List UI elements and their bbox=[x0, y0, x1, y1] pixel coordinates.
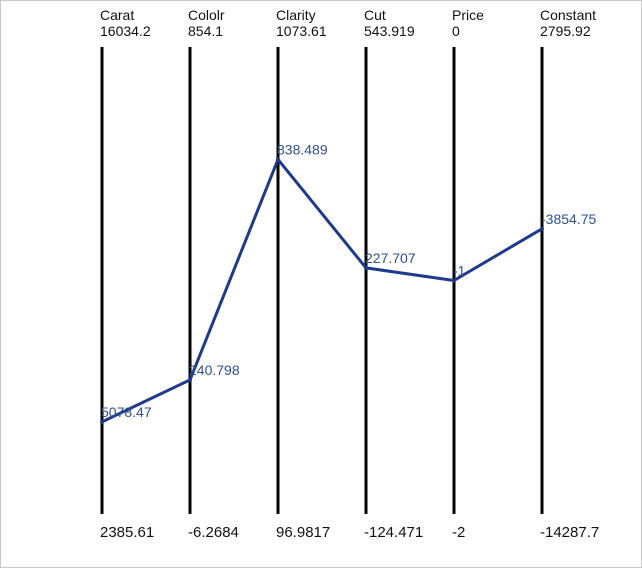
data-point-3 bbox=[364, 265, 368, 270]
data-label-5: -3854.75 bbox=[541, 211, 596, 227]
axis-max-1: 854.1 bbox=[188, 23, 223, 39]
data-point-1 bbox=[188, 377, 192, 382]
axis-min-0: 2385.61 bbox=[100, 524, 154, 541]
axis-max-5: 2795.92 bbox=[540, 23, 591, 39]
axis-min-2: 96.9817 bbox=[276, 524, 330, 541]
axis-name-5: Constant bbox=[540, 7, 596, 23]
axis-max-0: 16034.2 bbox=[100, 23, 151, 39]
axis-name-2: Clarity bbox=[276, 7, 316, 23]
axis-min-4: -2 bbox=[452, 524, 465, 541]
data-label-3: 227.707 bbox=[365, 250, 416, 266]
axis-name-4: Price bbox=[452, 7, 484, 23]
axis-max-4: 0 bbox=[452, 23, 460, 39]
data-label-0: 5078.47 bbox=[101, 404, 152, 420]
axis-name-0: Carat bbox=[100, 7, 134, 23]
axis-min-1: -6.2684 bbox=[188, 524, 239, 541]
data-point-4 bbox=[452, 278, 456, 283]
axis-max-2: 1073.61 bbox=[276, 23, 327, 39]
data-label-4: -1 bbox=[453, 263, 466, 279]
axis-max-3: 543.919 bbox=[364, 23, 415, 39]
axis-name-1: Cololr bbox=[188, 7, 225, 23]
data-point-5 bbox=[540, 226, 544, 231]
data-label-2: 838.489 bbox=[277, 141, 328, 157]
axis-name-3: Cut bbox=[364, 7, 386, 23]
series-line-0 bbox=[101, 157, 543, 424]
data-point-2 bbox=[276, 157, 280, 162]
axis-min-5: -14287.7 bbox=[540, 524, 599, 541]
data-label-1: 240.798 bbox=[189, 362, 240, 378]
data-point-0 bbox=[100, 419, 104, 424]
axis-min-3: -124.471 bbox=[364, 524, 423, 541]
